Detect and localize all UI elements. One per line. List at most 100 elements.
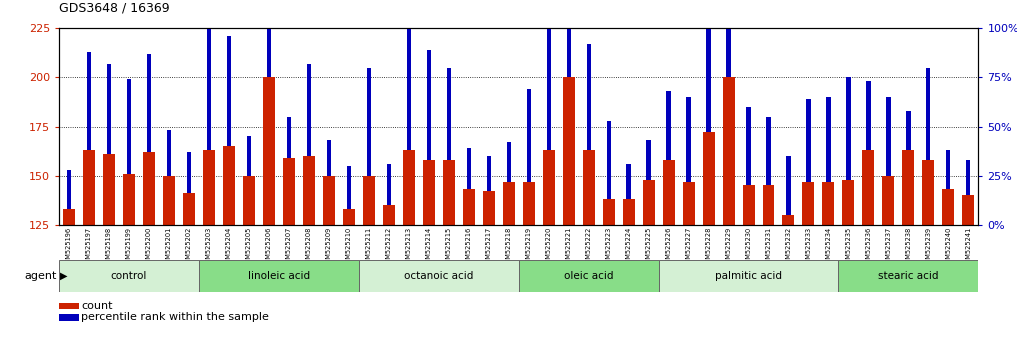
Bar — [543, 150, 554, 354]
Bar — [99, 225, 119, 260]
Bar — [887, 97, 891, 176]
Bar — [587, 44, 591, 150]
Bar — [299, 225, 318, 260]
Bar — [519, 260, 659, 292]
Bar — [378, 225, 399, 260]
Bar — [618, 225, 639, 260]
Bar — [626, 164, 631, 199]
Text: GSM525212: GSM525212 — [385, 227, 392, 267]
Bar — [659, 260, 838, 292]
Bar — [798, 225, 819, 260]
Text: GSM525230: GSM525230 — [745, 227, 752, 267]
Text: GSM525207: GSM525207 — [286, 227, 292, 267]
Bar — [767, 117, 771, 185]
Bar — [782, 215, 794, 354]
Text: ▶: ▶ — [60, 271, 67, 281]
Bar — [202, 150, 215, 354]
Bar — [363, 176, 375, 354]
Bar — [862, 150, 875, 354]
Bar — [199, 225, 219, 260]
Bar — [898, 225, 918, 260]
Text: GSM525231: GSM525231 — [766, 227, 772, 267]
Text: GSM525229: GSM525229 — [725, 227, 731, 267]
Bar — [622, 199, 635, 354]
Text: percentile rank within the sample: percentile rank within the sample — [81, 312, 270, 322]
Bar — [159, 225, 179, 260]
Text: GSM525236: GSM525236 — [865, 227, 872, 267]
Text: GSM525237: GSM525237 — [886, 227, 892, 267]
Text: GSM525222: GSM525222 — [586, 227, 592, 267]
Bar — [703, 132, 715, 354]
Bar — [539, 225, 558, 260]
Bar — [127, 79, 131, 174]
Bar — [227, 36, 231, 146]
Text: GSM525234: GSM525234 — [826, 227, 832, 267]
Text: GSM525232: GSM525232 — [785, 227, 791, 267]
Bar — [699, 225, 719, 260]
Bar — [759, 225, 778, 260]
Bar — [918, 225, 939, 260]
Bar — [738, 225, 759, 260]
Bar — [139, 225, 159, 260]
Bar — [883, 176, 894, 354]
Bar — [247, 136, 251, 176]
Text: GSM525226: GSM525226 — [665, 227, 671, 267]
Bar — [63, 209, 75, 354]
Text: control: control — [111, 271, 147, 281]
Bar — [726, 0, 730, 78]
Bar — [459, 225, 479, 260]
Text: stearic acid: stearic acid — [878, 271, 939, 281]
Bar — [183, 193, 195, 354]
Bar — [206, 22, 211, 150]
Bar — [678, 225, 699, 260]
Bar — [707, 13, 711, 132]
Text: octanoic acid: octanoic acid — [404, 271, 473, 281]
Bar — [686, 97, 691, 182]
Text: GSM525223: GSM525223 — [605, 227, 611, 267]
Bar — [223, 146, 235, 354]
Bar — [423, 160, 434, 354]
Bar — [647, 140, 651, 179]
Text: GSM525200: GSM525200 — [145, 227, 152, 267]
Bar — [307, 64, 311, 156]
Bar — [506, 142, 511, 182]
Bar — [326, 140, 331, 176]
Bar — [498, 225, 519, 260]
Text: GSM525215: GSM525215 — [445, 227, 452, 267]
Text: GSM525240: GSM525240 — [946, 227, 951, 267]
Bar — [866, 81, 871, 150]
Bar — [722, 78, 734, 354]
Text: GSM525224: GSM525224 — [625, 227, 632, 267]
Bar — [579, 225, 599, 260]
Bar — [823, 182, 835, 354]
Bar — [879, 225, 898, 260]
Bar — [566, 0, 571, 78]
Bar — [806, 99, 811, 182]
Bar — [103, 154, 115, 354]
Bar — [359, 225, 378, 260]
Text: oleic acid: oleic acid — [563, 271, 613, 281]
Bar — [427, 50, 431, 160]
Bar — [467, 148, 471, 189]
Text: GSM525225: GSM525225 — [646, 227, 652, 267]
Bar — [583, 150, 595, 354]
Bar — [199, 260, 359, 292]
Text: linoleic acid: linoleic acid — [248, 271, 310, 281]
Bar — [399, 225, 419, 260]
Bar — [562, 78, 575, 354]
Bar — [682, 182, 695, 354]
Bar — [179, 225, 199, 260]
Bar — [386, 164, 391, 205]
Text: GSM525202: GSM525202 — [186, 227, 192, 267]
Bar — [167, 131, 171, 176]
Bar — [442, 160, 455, 354]
Bar — [819, 225, 838, 260]
Bar — [303, 156, 315, 354]
Bar — [339, 225, 359, 260]
Text: GSM525227: GSM525227 — [685, 227, 692, 267]
Bar — [926, 68, 931, 160]
Bar — [318, 225, 339, 260]
Text: GSM525217: GSM525217 — [486, 227, 491, 267]
Bar — [239, 225, 259, 260]
Bar — [802, 182, 815, 354]
